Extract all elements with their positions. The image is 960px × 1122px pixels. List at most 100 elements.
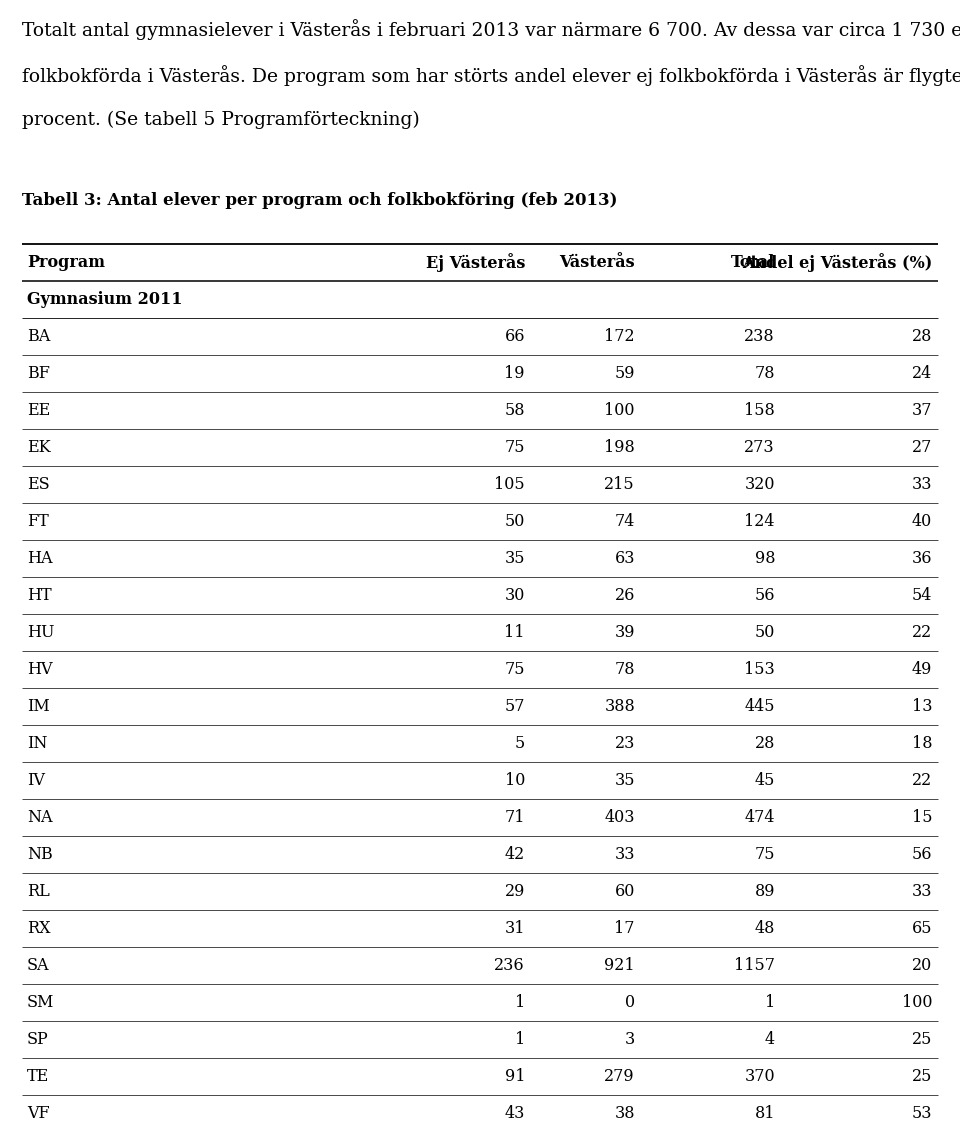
Text: 10: 10 (505, 772, 525, 789)
Text: 445: 445 (745, 698, 775, 715)
Text: 43: 43 (505, 1105, 525, 1122)
Text: 75: 75 (505, 661, 525, 678)
Text: HT: HT (27, 587, 52, 604)
Text: 98: 98 (755, 550, 775, 567)
Text: Tabell 3: Antal elever per program och folkbokföring (feb 2013): Tabell 3: Antal elever per program och f… (22, 192, 617, 209)
Text: 75: 75 (505, 439, 525, 456)
Text: 1157: 1157 (734, 957, 775, 974)
Text: 50: 50 (505, 513, 525, 530)
Text: 236: 236 (494, 957, 525, 974)
Text: 65: 65 (911, 920, 932, 937)
Text: 474: 474 (745, 809, 775, 826)
Text: HV: HV (27, 661, 53, 678)
Text: 58: 58 (505, 402, 525, 419)
Text: 20: 20 (912, 957, 932, 974)
Text: 35: 35 (505, 550, 525, 567)
Text: 81: 81 (755, 1105, 775, 1122)
Text: 35: 35 (614, 772, 635, 789)
Text: 921: 921 (605, 957, 635, 974)
Text: 25: 25 (912, 1031, 932, 1048)
Text: 26: 26 (614, 587, 635, 604)
Text: 33: 33 (911, 883, 932, 900)
Text: IV: IV (27, 772, 45, 789)
Text: 48: 48 (755, 920, 775, 937)
Text: 66: 66 (505, 328, 525, 344)
Text: 198: 198 (604, 439, 635, 456)
Text: VF: VF (27, 1105, 50, 1122)
Text: 56: 56 (755, 587, 775, 604)
Text: 153: 153 (744, 661, 775, 678)
Text: 13: 13 (911, 698, 932, 715)
Text: SA: SA (27, 957, 50, 974)
Text: 4: 4 (765, 1031, 775, 1048)
Text: 22: 22 (912, 772, 932, 789)
Text: Ej Västerås: Ej Västerås (425, 254, 525, 272)
Text: 105: 105 (494, 476, 525, 493)
Text: EE: EE (27, 402, 50, 419)
Text: 100: 100 (901, 994, 932, 1011)
Text: 158: 158 (744, 402, 775, 419)
Text: 273: 273 (744, 439, 775, 456)
Text: HU: HU (27, 624, 55, 641)
Text: 17: 17 (614, 920, 635, 937)
Text: Total: Total (731, 254, 775, 272)
Text: 91: 91 (505, 1068, 525, 1085)
Text: ES: ES (27, 476, 50, 493)
Text: 33: 33 (911, 476, 932, 493)
Text: 18: 18 (911, 735, 932, 752)
Text: Andel ej Västerås (%): Andel ej Västerås (%) (742, 254, 932, 272)
Text: 25: 25 (912, 1068, 932, 1085)
Text: BF: BF (27, 365, 50, 381)
Text: 50: 50 (755, 624, 775, 641)
Text: 38: 38 (614, 1105, 635, 1122)
Text: 5: 5 (515, 735, 525, 752)
Text: 29: 29 (505, 883, 525, 900)
Text: 89: 89 (755, 883, 775, 900)
Text: Program: Program (27, 254, 105, 272)
Text: 215: 215 (605, 476, 635, 493)
Text: 59: 59 (614, 365, 635, 381)
Text: 124: 124 (745, 513, 775, 530)
Text: 1: 1 (765, 994, 775, 1011)
Text: Totalt antal gymnasielever i Västerås i februari 2013 var närmare 6 700. Av dess: Totalt antal gymnasielever i Västerås i … (22, 19, 960, 40)
Text: 40: 40 (912, 513, 932, 530)
Text: procent. (Se tabell 5 Programförteckning): procent. (Se tabell 5 Programförteckning… (22, 111, 420, 129)
Text: RX: RX (27, 920, 51, 937)
Text: 49: 49 (912, 661, 932, 678)
Text: TE: TE (27, 1068, 49, 1085)
Text: 19: 19 (505, 365, 525, 381)
Text: 45: 45 (755, 772, 775, 789)
Text: HA: HA (27, 550, 53, 567)
Text: NA: NA (27, 809, 53, 826)
Text: 15: 15 (911, 809, 932, 826)
Text: 56: 56 (911, 846, 932, 863)
Text: 23: 23 (614, 735, 635, 752)
Text: 22: 22 (912, 624, 932, 641)
Text: Gymnasium 2011: Gymnasium 2011 (27, 291, 182, 309)
Text: 63: 63 (614, 550, 635, 567)
Text: 31: 31 (505, 920, 525, 937)
Text: 1: 1 (515, 994, 525, 1011)
Text: EK: EK (27, 439, 51, 456)
Text: 75: 75 (755, 846, 775, 863)
Text: 28: 28 (755, 735, 775, 752)
Text: 172: 172 (605, 328, 635, 344)
Text: 57: 57 (505, 698, 525, 715)
Text: BA: BA (27, 328, 50, 344)
Text: SM: SM (27, 994, 55, 1011)
Text: 403: 403 (605, 809, 635, 826)
Text: 54: 54 (912, 587, 932, 604)
Text: 71: 71 (505, 809, 525, 826)
Text: Västerås: Västerås (560, 254, 635, 272)
Text: SP: SP (27, 1031, 49, 1048)
Text: 78: 78 (755, 365, 775, 381)
Text: 370: 370 (744, 1068, 775, 1085)
Text: 279: 279 (605, 1068, 635, 1085)
Text: FT: FT (27, 513, 49, 530)
Text: 11: 11 (505, 624, 525, 641)
Text: 30: 30 (505, 587, 525, 604)
Text: 0: 0 (625, 994, 635, 1011)
Text: 100: 100 (605, 402, 635, 419)
Text: IM: IM (27, 698, 50, 715)
Text: 42: 42 (505, 846, 525, 863)
